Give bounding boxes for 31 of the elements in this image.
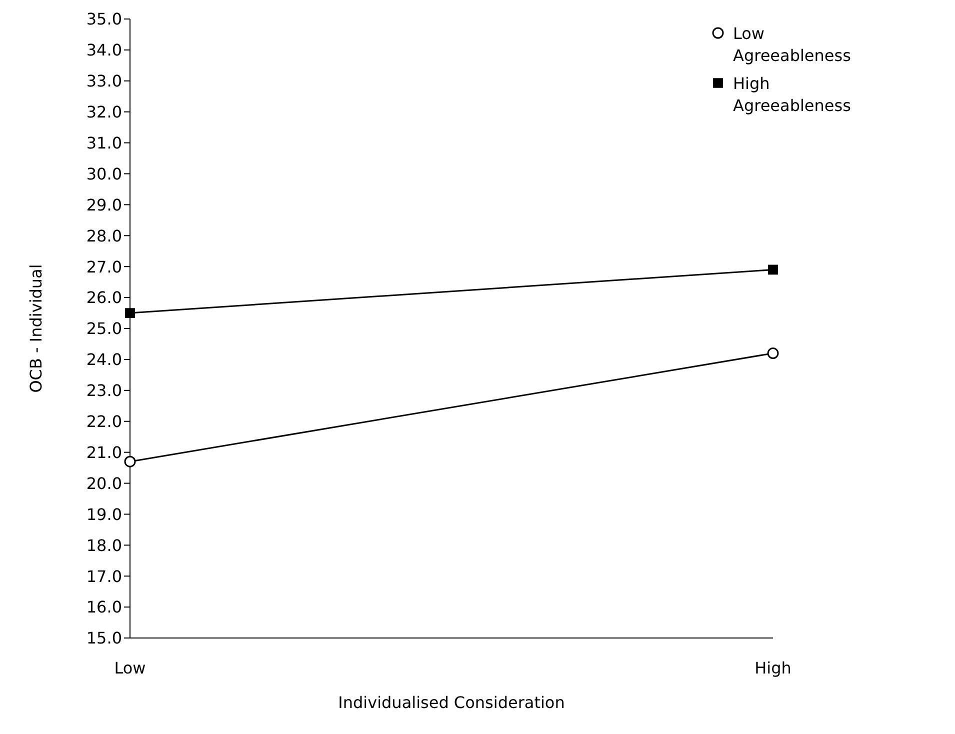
y-tick-label: 18.0 <box>86 536 122 555</box>
y-tick-label: 23.0 <box>86 381 122 400</box>
y-tick-label: 26.0 <box>86 288 122 308</box>
y-tick-label: 31.0 <box>86 133 122 152</box>
y-tick-label: 16.0 <box>86 598 122 617</box>
y-tick-label: 15.0 <box>86 628 122 648</box>
y-tick-label: 24.0 <box>86 350 122 370</box>
y-tick-label: 17.0 <box>86 566 122 586</box>
point <box>124 456 136 468</box>
y-tick-label: 30.0 <box>86 164 122 184</box>
y-tick-label: 34.0 <box>86 40 122 60</box>
y-tick-label: 19.0 <box>86 504 122 524</box>
y-tick-label: 22.0 <box>86 412 122 432</box>
y-tick-label: 33.0 <box>86 72 122 91</box>
x-tick-label: High <box>754 658 792 678</box>
legend-label: Low Agreeableness <box>733 23 852 67</box>
legend-label: High Agreeableness <box>733 73 852 117</box>
y-tick-label: 27.0 <box>86 257 122 276</box>
point <box>767 348 779 360</box>
y-tick-label: 35.0 <box>86 10 122 29</box>
y-tick-label: 32.0 <box>86 102 122 122</box>
point <box>125 308 135 318</box>
x-axis-title: Individualised Consideration <box>338 693 565 712</box>
y-tick-label: 25.0 <box>86 319 122 338</box>
y-axis-title: OCB - Individual <box>26 264 46 393</box>
y-tick-label: 29.0 <box>86 195 122 214</box>
y-tick-label: 20.0 <box>86 474 122 493</box>
y-tick-label: 21.0 <box>86 442 122 462</box>
point <box>768 264 778 275</box>
y-tick-label: 28.0 <box>86 226 122 246</box>
x-tick-label: Low <box>114 658 146 678</box>
